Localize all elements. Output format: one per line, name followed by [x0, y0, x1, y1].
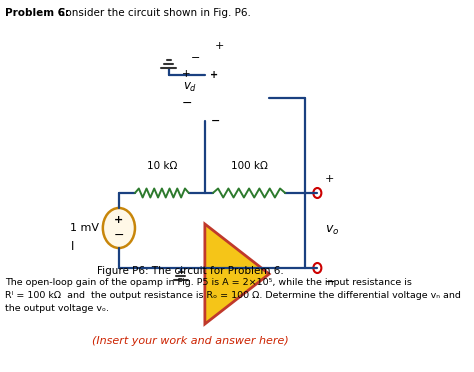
Text: 100 kΩ: 100 kΩ [231, 161, 267, 171]
Text: −: − [210, 116, 220, 126]
Text: 1 mV: 1 mV [70, 223, 99, 233]
Circle shape [103, 208, 135, 248]
Text: (Insert your work and answer here): (Insert your work and answer here) [92, 336, 289, 346]
Circle shape [313, 263, 321, 273]
Text: Consider the circuit shown in Fig. P6.: Consider the circuit shown in Fig. P6. [58, 8, 251, 18]
Text: $v_d$: $v_d$ [183, 81, 197, 94]
Text: +: + [210, 70, 219, 80]
Text: −: − [182, 97, 192, 110]
Text: I: I [71, 240, 74, 253]
Text: +: + [114, 215, 124, 225]
Text: −: − [114, 229, 124, 242]
Circle shape [313, 188, 321, 198]
Text: the output voltage vₒ.: the output voltage vₒ. [5, 304, 109, 313]
Polygon shape [205, 224, 269, 324]
Text: −: − [325, 276, 335, 289]
Text: The open-loop gain of the opamp in Fig. P5 is A = 2×10⁵, while the input resista: The open-loop gain of the opamp in Fig. … [5, 278, 412, 287]
Text: +: + [214, 41, 224, 51]
Text: Figure P6: The circuit for Problem 6.: Figure P6: The circuit for Problem 6. [97, 266, 284, 276]
Text: −: − [191, 53, 200, 63]
Text: $v_o$: $v_o$ [325, 224, 339, 237]
Text: +: + [325, 174, 334, 184]
Text: 10 kΩ: 10 kΩ [147, 161, 177, 171]
Text: Problem 6:: Problem 6: [5, 8, 69, 18]
Text: +: + [182, 68, 190, 78]
Text: Rᴵ = 100 kΩ  and  the output resistance is Rₒ = 100 Ω. Determine the differentia: Rᴵ = 100 kΩ and the output resistance is… [5, 291, 461, 300]
